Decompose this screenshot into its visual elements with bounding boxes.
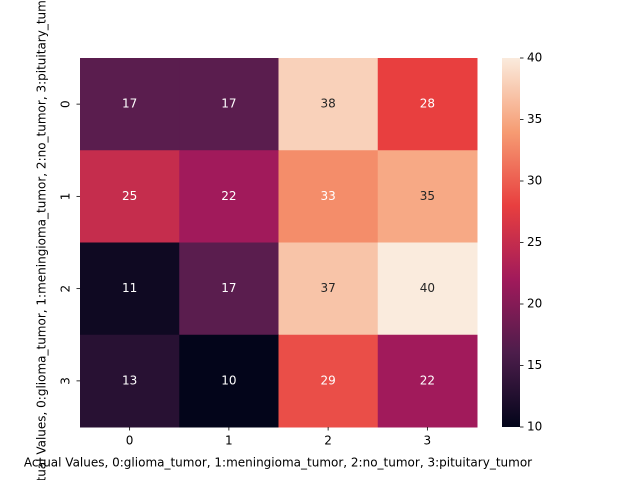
heatmap-cell: [377, 334, 478, 428]
heatmap-cell: [278, 58, 379, 151]
heatmap-cell: [377, 242, 478, 336]
heatmap-cell: [80, 58, 180, 151]
y-axis-label: Actual Values, 0:glioma_tumor, 1:meningi…: [35, 0, 49, 480]
y-tick-label: 2: [59, 285, 73, 293]
heatmap-cell: [377, 150, 478, 243]
y-tick-label: 0: [59, 100, 73, 108]
cell-label: 13: [122, 373, 137, 387]
heatmap-cell: [278, 334, 379, 428]
colorbar-tick-label: 35: [527, 112, 542, 126]
y-tick-label: 3: [59, 377, 73, 385]
heatmap-cell: [179, 58, 279, 151]
heatmap-cell: [179, 334, 279, 428]
heatmap-cell: [80, 242, 180, 336]
x-tick-label: 3: [424, 434, 432, 448]
colorbar-tick-label: 40: [527, 51, 542, 65]
cell-label: 40: [420, 281, 435, 295]
cell-label: 10: [221, 373, 236, 387]
y-tick-label: 1: [59, 193, 73, 201]
heatmap-cell: [179, 150, 279, 243]
heatmap-cell: [278, 242, 379, 336]
heatmap-cell: [80, 150, 180, 243]
cell-label: 28: [420, 97, 435, 111]
cell-label: 29: [320, 373, 335, 387]
cell-label: 22: [420, 373, 435, 387]
x-axis-label: Actual Values, 0:glioma_tumor, 1:meningi…: [24, 456, 532, 470]
x-tick-label: 2: [324, 434, 332, 448]
x-tick-label: 0: [126, 434, 134, 448]
heatmap-cell: [80, 334, 180, 428]
cell-label: 17: [122, 97, 137, 111]
cell-label: 22: [221, 189, 236, 203]
cell-label: 11: [122, 281, 137, 295]
colorbar-tick-label: 20: [527, 297, 542, 311]
cell-label: 17: [221, 281, 236, 295]
heatmap-cell: [377, 58, 478, 151]
cell-label: 37: [320, 281, 335, 295]
colorbar: [502, 58, 520, 427]
colorbar-tick-label: 25: [527, 235, 542, 249]
colorbar-tick-label: 30: [527, 174, 542, 188]
x-tick-label: 1: [225, 434, 233, 448]
cell-label: 35: [420, 189, 435, 203]
cell-label: 38: [320, 97, 335, 111]
cell-label: 33: [320, 189, 335, 203]
cell-label: 25: [122, 189, 137, 203]
colorbar-tick-label: 10: [527, 420, 542, 434]
cell-label: 17: [221, 97, 236, 111]
heatmap-cell: [179, 242, 279, 336]
colorbar-tick-label: 15: [527, 358, 542, 372]
heatmap-cell: [278, 150, 379, 243]
